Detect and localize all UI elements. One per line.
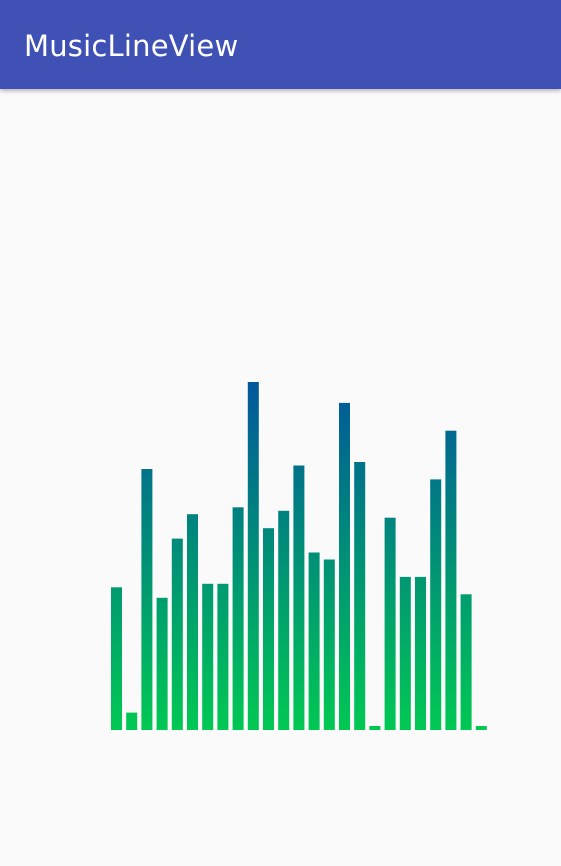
content-area: [0, 89, 561, 866]
app-bar: MusicLineView: [0, 0, 561, 89]
app-title: MusicLineView: [24, 29, 239, 63]
